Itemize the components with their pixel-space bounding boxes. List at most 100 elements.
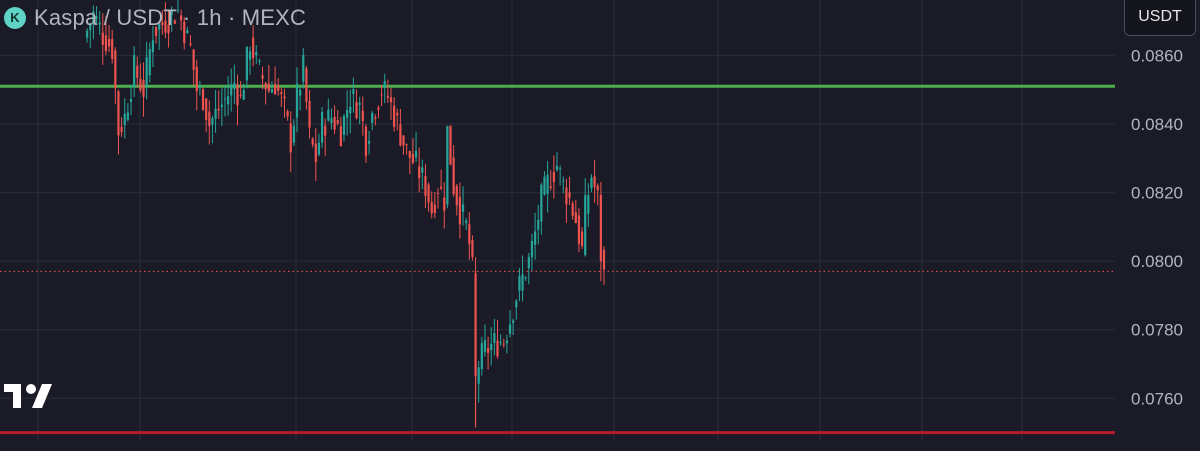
candle xyxy=(173,19,176,25)
candle xyxy=(142,62,145,117)
candle xyxy=(114,47,117,105)
candle xyxy=(537,204,540,245)
candle xyxy=(440,169,443,191)
candle xyxy=(512,318,515,336)
candle xyxy=(226,76,230,116)
x-tick-label: 16 xyxy=(913,449,931,451)
candle xyxy=(220,88,223,126)
candle xyxy=(524,276,527,282)
candle xyxy=(486,336,490,370)
candle xyxy=(593,159,596,203)
candle xyxy=(596,183,599,206)
candle xyxy=(386,79,389,103)
candle xyxy=(211,115,214,144)
candle xyxy=(295,67,299,133)
candle xyxy=(355,89,358,120)
candle xyxy=(383,73,386,104)
candle xyxy=(107,25,111,53)
candle xyxy=(158,21,161,50)
candle xyxy=(602,246,606,285)
x-tick-label: 3 xyxy=(292,449,301,451)
candle xyxy=(396,108,399,131)
kaspa-logo-icon[interactable] xyxy=(4,7,26,29)
candle xyxy=(518,268,521,302)
candle xyxy=(461,186,465,226)
candle xyxy=(92,5,95,40)
chart-title[interactable]: Kaspa / USDT · 1h · MEXC xyxy=(34,5,307,30)
candle xyxy=(214,90,217,133)
candle xyxy=(555,152,559,172)
candle xyxy=(242,83,245,101)
candle xyxy=(499,334,502,346)
candle xyxy=(599,181,602,282)
candle xyxy=(302,48,305,89)
candle xyxy=(286,109,289,121)
tradingview-logo-icon[interactable] xyxy=(4,380,60,410)
candle xyxy=(164,2,167,39)
candle xyxy=(267,64,270,94)
candle xyxy=(565,178,568,223)
candle xyxy=(496,320,499,359)
candle xyxy=(183,17,186,50)
candle xyxy=(170,6,173,32)
candle xyxy=(180,9,183,31)
y-tick-label: 0.0760 xyxy=(1131,389,1183,408)
candle xyxy=(443,182,446,229)
candle xyxy=(248,46,252,75)
candle xyxy=(120,117,123,137)
chart-header: Kaspa / USDT · 1h · MEXC xyxy=(4,4,306,32)
candle xyxy=(230,68,233,112)
price-axis[interactable]: 0.0860 0.0840 0.0820 0.0800 0.0780 0.0760 xyxy=(1131,46,1183,408)
horizontal-lines xyxy=(0,84,1115,435)
y-tick-label: 0.0860 xyxy=(1131,46,1183,65)
x-tick-label: 25 xyxy=(131,449,149,451)
candle xyxy=(176,0,180,14)
currency-badge[interactable]: USDT xyxy=(1124,0,1196,36)
candle xyxy=(151,26,155,68)
candle xyxy=(559,165,562,186)
candle xyxy=(421,159,424,190)
candle xyxy=(584,178,587,257)
candle xyxy=(480,336,483,376)
candle xyxy=(436,188,440,209)
candle xyxy=(289,111,292,173)
candle xyxy=(208,100,211,145)
y-tick-label: 0.0820 xyxy=(1131,184,1183,203)
candle xyxy=(154,26,158,44)
candle xyxy=(352,77,355,113)
candle xyxy=(552,155,555,199)
candle xyxy=(314,128,317,182)
candle xyxy=(217,90,220,119)
candles xyxy=(86,0,606,428)
candle xyxy=(527,252,530,285)
candle xyxy=(126,103,129,122)
candle xyxy=(449,125,452,166)
candle xyxy=(471,235,474,261)
candle xyxy=(330,108,333,130)
candle xyxy=(339,116,342,147)
candle xyxy=(255,45,258,64)
candle xyxy=(252,25,255,67)
candle xyxy=(402,135,405,155)
x-tick-label: 4 xyxy=(408,449,417,451)
candle xyxy=(571,200,574,220)
candle xyxy=(380,84,383,107)
candle xyxy=(465,217,468,230)
candle xyxy=(577,208,581,253)
candle xyxy=(161,10,164,35)
x-tick-label: 13 xyxy=(811,449,829,451)
candle xyxy=(540,182,543,235)
time-axis[interactable]: 24 25 3 4 5 10 12 13 16 20 31 xyxy=(29,449,1179,451)
candle xyxy=(414,131,418,163)
candle xyxy=(411,138,415,165)
candle xyxy=(587,183,590,227)
candle xyxy=(258,58,261,65)
candle xyxy=(167,10,170,48)
candle xyxy=(233,64,236,104)
candle xyxy=(299,87,302,111)
candle xyxy=(239,81,242,99)
candle xyxy=(86,28,89,43)
candle xyxy=(89,22,92,49)
